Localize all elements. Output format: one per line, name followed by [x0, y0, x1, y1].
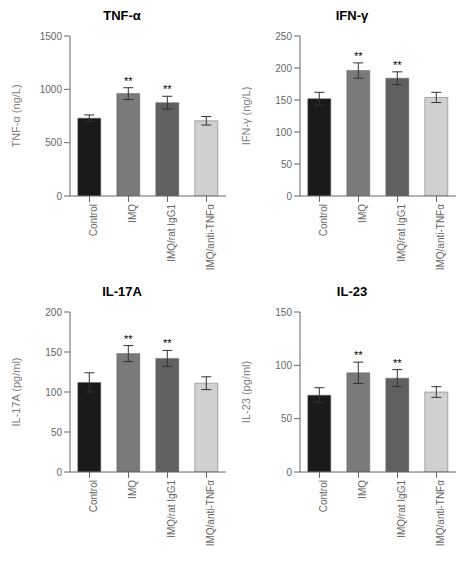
svg-text:IMQ/anti-TNFα: IMQ/anti-TNFα — [435, 480, 446, 547]
svg-text:1000: 1000 — [40, 84, 63, 95]
svg-text:IMQ/rat IgG1: IMQ/rat IgG1 — [396, 204, 407, 262]
svg-text:150: 150 — [45, 347, 62, 358]
svg-text:100: 100 — [275, 127, 292, 138]
svg-text:Control: Control — [318, 480, 329, 512]
svg-text:**: ** — [124, 75, 133, 87]
svg-text:50: 50 — [281, 159, 293, 170]
svg-text:**: ** — [393, 59, 402, 71]
svg-text:100: 100 — [45, 387, 62, 398]
svg-text:IMQ/rat IgG1: IMQ/rat IgG1 — [166, 204, 177, 262]
svg-text:Control: Control — [318, 204, 329, 236]
svg-text:IMQ/anti-TNFα: IMQ/anti-TNFα — [205, 480, 216, 547]
svg-text:IMQ: IMQ — [127, 480, 138, 499]
svg-text:IMQ/anti-TNFα: IMQ/anti-TNFα — [435, 204, 446, 271]
svg-text:Control: Control — [88, 204, 99, 236]
svg-text:**: ** — [124, 333, 133, 345]
svg-text:50: 50 — [281, 413, 293, 424]
svg-text:IMQ/rat IgG1: IMQ/rat IgG1 — [396, 480, 407, 538]
svg-text:150: 150 — [275, 307, 292, 318]
svg-text:100: 100 — [275, 360, 292, 371]
svg-text:IMQ/rat IgG1: IMQ/rat IgG1 — [166, 480, 177, 538]
html-text:IL-23: IL-23 — [336, 284, 368, 299]
svg-text:**: ** — [163, 337, 172, 349]
svg-text:250: 250 — [275, 31, 292, 42]
svg-text:200: 200 — [45, 307, 62, 318]
svg-text:0: 0 — [56, 191, 62, 202]
html-text:TNF-α: TNF-α — [103, 8, 141, 23]
html-text:IFN-γ: IFN-γ — [335, 8, 369, 23]
svg-text:**: ** — [163, 83, 172, 95]
svg-text:IMQ: IMQ — [357, 204, 368, 223]
svg-text:Control: Control — [88, 480, 99, 512]
svg-text:IMQ/anti-TNFα: IMQ/anti-TNFα — [205, 204, 216, 271]
svg-text:**: ** — [354, 349, 363, 361]
svg-text:**: ** — [354, 50, 363, 62]
svg-text:0: 0 — [286, 191, 292, 202]
svg-text:IMQ: IMQ — [127, 204, 138, 223]
svg-text:0: 0 — [56, 467, 62, 478]
svg-text:TNF-α (ng/L): TNF-α (ng/L) — [10, 84, 22, 147]
svg-text:50: 50 — [51, 427, 63, 438]
svg-text:IL-23 (pg/ml): IL-23 (pg/ml) — [240, 361, 252, 423]
svg-text:IMQ: IMQ — [357, 480, 368, 499]
svg-text:**: ** — [393, 357, 402, 369]
svg-text:IFN-γ (ng/L): IFN-γ (ng/L) — [240, 87, 252, 146]
html-text:IL-17A: IL-17A — [102, 284, 142, 299]
svg-text:1500: 1500 — [40, 31, 63, 42]
svg-text:150: 150 — [275, 95, 292, 106]
svg-text:0: 0 — [286, 467, 292, 478]
svg-text:IL-17A (pg/ml): IL-17A (pg/ml) — [10, 357, 22, 426]
svg-text:200: 200 — [275, 63, 292, 74]
svg-text:500: 500 — [45, 137, 62, 148]
